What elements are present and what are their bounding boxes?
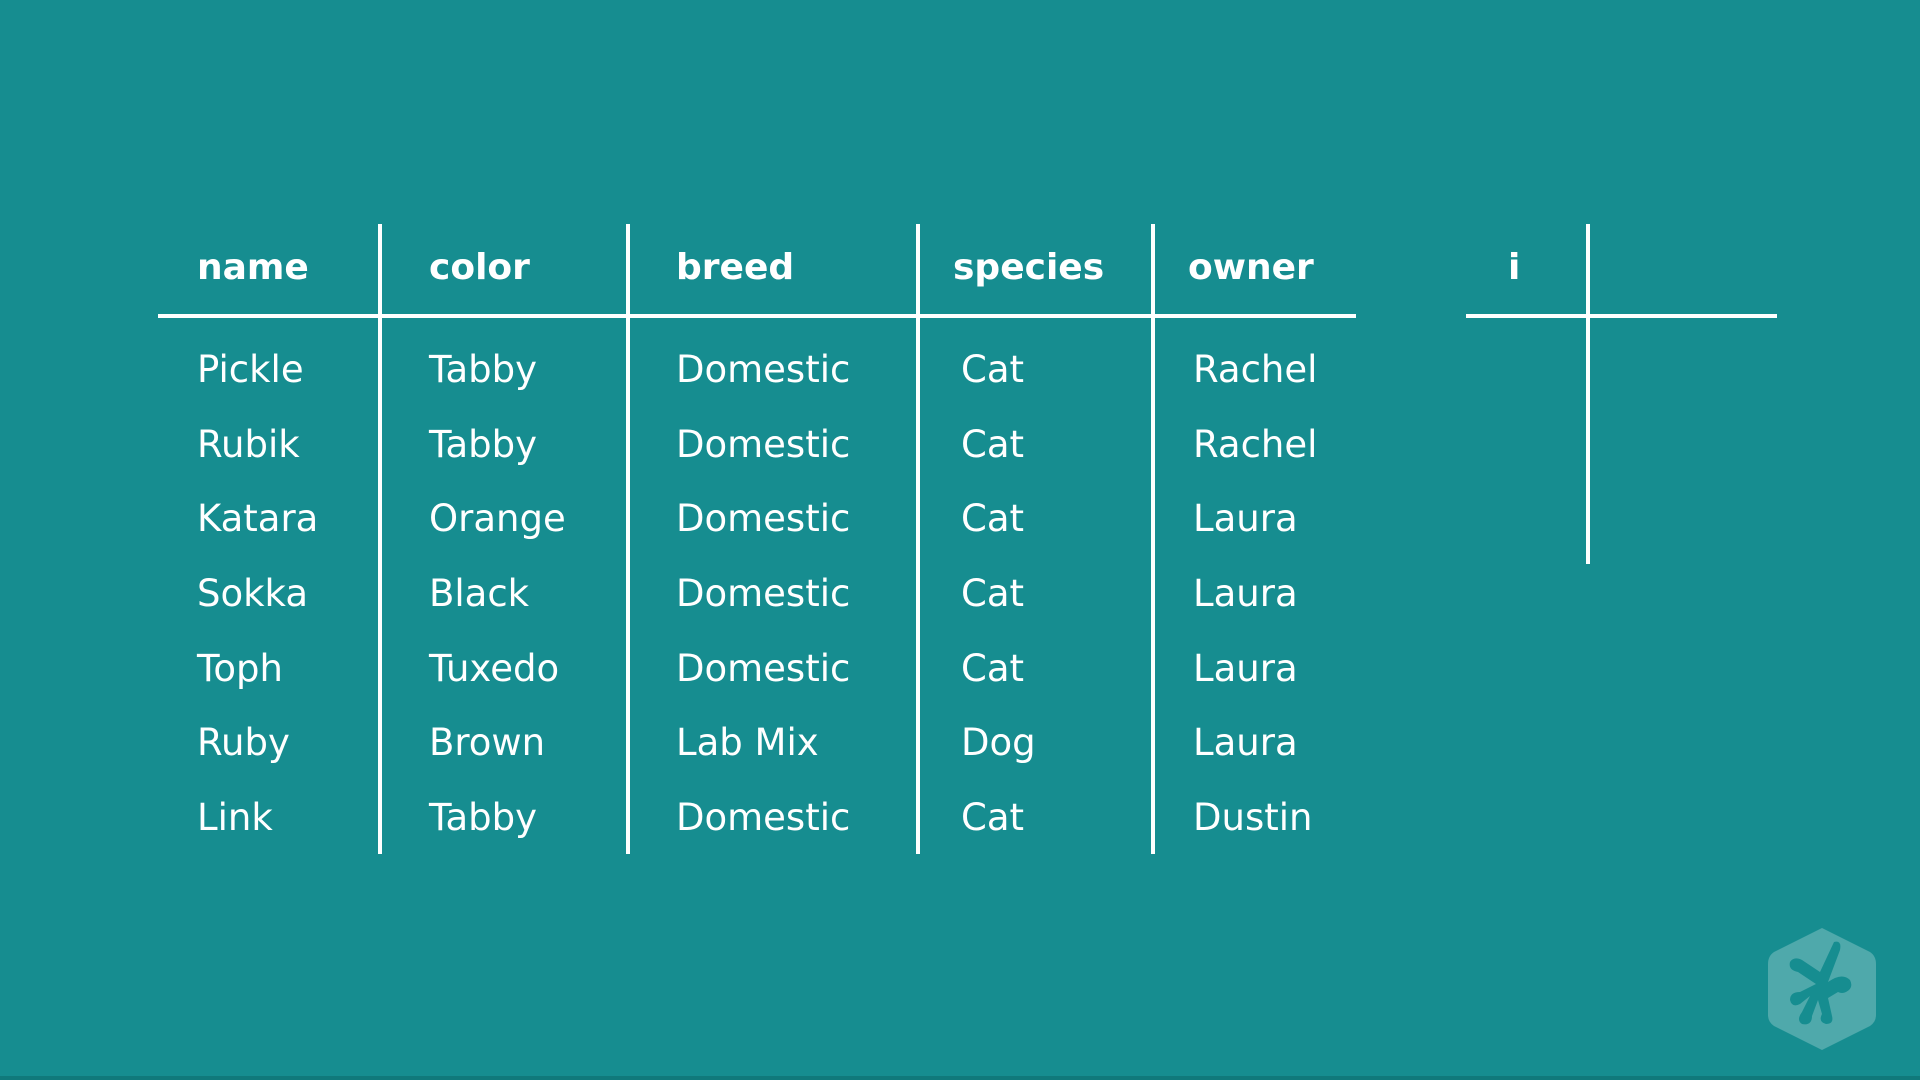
cell-breed: Domestic bbox=[676, 497, 851, 540]
cell-owner: Laura bbox=[1193, 721, 1298, 764]
cell-color: Brown bbox=[429, 721, 546, 764]
index-column-divider bbox=[1586, 224, 1590, 564]
column-header-breed: breed bbox=[676, 247, 795, 288]
cell-owner: Laura bbox=[1193, 572, 1298, 615]
cell-owner: Rachel bbox=[1193, 423, 1318, 466]
column-header-color: color bbox=[429, 247, 530, 288]
cell-breed: Domestic bbox=[676, 348, 851, 391]
cell-name: Ruby bbox=[197, 721, 290, 764]
cell-color: Tabby bbox=[429, 348, 538, 391]
cell-species: Cat bbox=[961, 497, 1025, 540]
cell-name: Katara bbox=[197, 497, 319, 540]
cell-species: Cat bbox=[961, 423, 1025, 466]
column-divider bbox=[1151, 224, 1155, 854]
cell-color: Black bbox=[429, 572, 530, 615]
column-divider bbox=[378, 224, 382, 854]
cell-owner: Dustin bbox=[1193, 796, 1313, 839]
cell-color: Tabby bbox=[429, 423, 538, 466]
bottom-strip bbox=[0, 1076, 1920, 1080]
cell-name: Pickle bbox=[197, 348, 304, 391]
header-divider bbox=[158, 314, 1356, 318]
index-header-i: i bbox=[1508, 247, 1521, 288]
cell-color: Tabby bbox=[429, 796, 538, 839]
cell-species: Cat bbox=[961, 348, 1025, 391]
column-header-species: species bbox=[953, 247, 1105, 288]
cell-owner: Laura bbox=[1193, 647, 1298, 690]
cell-owner: Laura bbox=[1193, 497, 1298, 540]
cell-name: Sokka bbox=[197, 572, 308, 615]
column-header-name: name bbox=[197, 247, 309, 288]
treehouse-logo-icon bbox=[1768, 928, 1876, 1050]
cell-breed: Domestic bbox=[676, 423, 851, 466]
index-header-divider bbox=[1466, 314, 1777, 318]
cell-color: Orange bbox=[429, 497, 566, 540]
cell-owner: Rachel bbox=[1193, 348, 1318, 391]
column-divider bbox=[916, 224, 920, 854]
cell-breed: Domestic bbox=[676, 572, 851, 615]
cell-species: Dog bbox=[961, 721, 1036, 764]
column-header-owner: owner bbox=[1188, 247, 1314, 288]
cell-species: Cat bbox=[961, 796, 1025, 839]
cell-name: Link bbox=[197, 796, 273, 839]
cell-name: Rubik bbox=[197, 423, 300, 466]
cell-species: Cat bbox=[961, 572, 1025, 615]
cell-species: Cat bbox=[961, 647, 1025, 690]
cell-breed: Lab Mix bbox=[676, 721, 819, 764]
cell-breed: Domestic bbox=[676, 647, 851, 690]
column-divider bbox=[626, 224, 630, 854]
cell-breed: Domestic bbox=[676, 796, 851, 839]
cell-name: Toph bbox=[197, 647, 283, 690]
cell-color: Tuxedo bbox=[429, 647, 560, 690]
